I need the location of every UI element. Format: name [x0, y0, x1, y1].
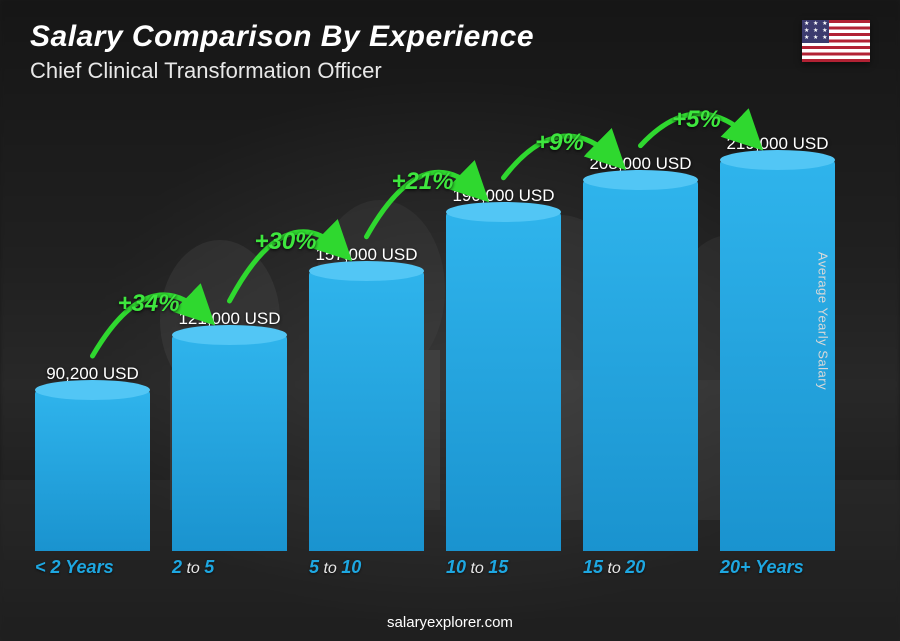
bar: 5 to 10 — [309, 271, 424, 551]
header: Salary Comparison By Experience Chief Cl… — [30, 20, 870, 84]
bar: 2 to 5 — [172, 335, 287, 551]
bar-category-label: 10 to 15 — [446, 557, 508, 578]
bar-category-label: 20+ Years — [720, 557, 804, 578]
bar: 10 to 15 — [446, 212, 561, 551]
bar-category-label: 15 to 20 — [583, 557, 645, 578]
bar: 15 to 20 — [583, 180, 698, 551]
growth-arc-label: +5% — [672, 106, 721, 134]
country-flag-icon — [802, 20, 870, 62]
footer-credit: salaryexplorer.com — [0, 614, 900, 631]
growth-arc-label: +30% — [254, 228, 316, 256]
bar-slot: 157,000 USD5 to 10 — [304, 245, 429, 551]
bar: < 2 Years — [35, 390, 150, 551]
y-axis-label: Average Yearly Salary — [815, 251, 830, 389]
growth-arc-label: +21% — [391, 168, 453, 196]
growth-arc-label: +34% — [117, 290, 179, 318]
bar-slot: 90,200 USD< 2 Years — [30, 364, 155, 551]
bar-slot: 208,000 USD15 to 20 — [578, 154, 703, 551]
chart-subtitle: Chief Clinical Transformation Officer — [30, 58, 534, 84]
bar-top-ellipse — [720, 150, 835, 170]
bar-top-ellipse — [172, 325, 287, 345]
growth-arc-label: +9% — [535, 129, 584, 157]
bar-top-ellipse — [583, 170, 698, 190]
bar-category-label: 2 to 5 — [172, 557, 214, 578]
bar-top-ellipse — [35, 380, 150, 400]
chart-title: Salary Comparison By Experience — [30, 20, 534, 54]
bar-slot: 121,000 USD2 to 5 — [167, 309, 292, 551]
bar-chart: 90,200 USD< 2 Years121,000 USD2 to 5157,… — [30, 100, 840, 581]
bar-top-ellipse — [446, 202, 561, 222]
bar-category-label: 5 to 10 — [309, 557, 361, 578]
bar-top-ellipse — [309, 261, 424, 281]
bar-slot: 190,000 USD10 to 15 — [441, 186, 566, 551]
title-block: Salary Comparison By Experience Chief Cl… — [30, 20, 534, 84]
bar-category-label: < 2 Years — [35, 557, 114, 578]
